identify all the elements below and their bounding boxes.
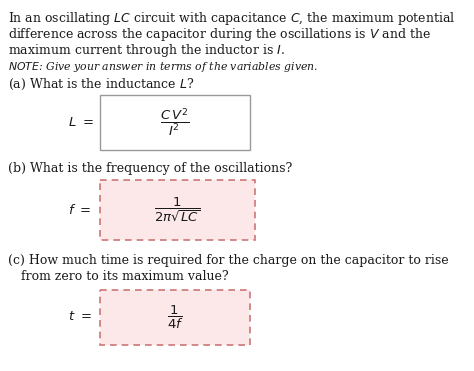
Text: $f\ =$: $f\ =$	[68, 203, 91, 217]
Bar	[100, 95, 250, 150]
Text: from zero to its maximum value?: from zero to its maximum value?	[21, 270, 228, 283]
Text: $\dfrac{1}{4f}$: $\dfrac{1}{4f}$	[167, 304, 183, 331]
Text: $\dfrac{1}{2\pi\sqrt{LC}}$: $\dfrac{1}{2\pi\sqrt{LC}}$	[154, 196, 201, 224]
Text: $NOTE$: Give your answer in terms of the variables given.: $NOTE$: Give your answer in terms of the…	[8, 60, 318, 74]
Bar	[100, 180, 255, 240]
Text: $L\ =$: $L\ =$	[68, 115, 94, 128]
Text: difference across the capacitor during the oscillations is $V$ and the: difference across the capacitor during t…	[8, 26, 431, 43]
Text: (c) How much time is required for the charge on the capacitor to rise: (c) How much time is required for the ch…	[8, 254, 448, 267]
Text: maximum current through the inductor is $I$.: maximum current through the inductor is …	[8, 42, 285, 59]
Text: In an oscillating $LC$ circuit with capacitance $C$, the maximum potential: In an oscillating $LC$ circuit with capa…	[8, 10, 456, 27]
Text: (a) What is the inductance $L$?: (a) What is the inductance $L$?	[8, 77, 194, 92]
Text: (b) What is the frequency of the oscillations?: (b) What is the frequency of the oscilla…	[8, 162, 292, 175]
Text: $\dfrac{C\,V^2}{I^2}$: $\dfrac{C\,V^2}{I^2}$	[160, 106, 190, 138]
Bar	[100, 290, 250, 345]
Text: $t\ =$: $t\ =$	[68, 311, 91, 324]
